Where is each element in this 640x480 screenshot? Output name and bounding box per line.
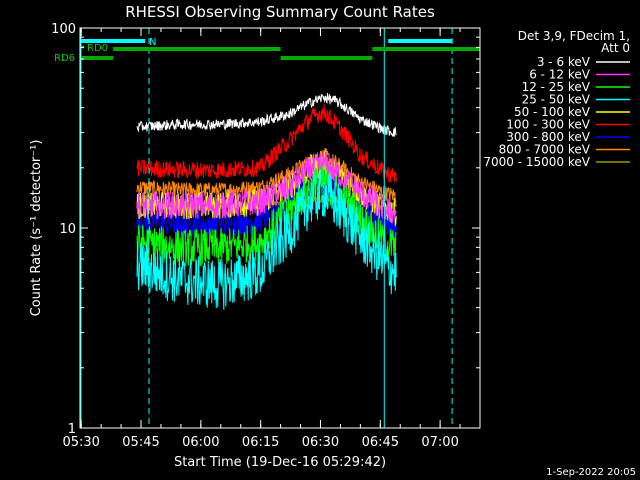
axes: 05:30 05:45 06:00 06:15 06:30 06:45 07:00 1 10 10… [51, 22, 481, 450]
legend-header-line2: Att 0 [601, 41, 630, 55]
series-line [136, 151, 397, 223]
legend-entry-label: 25 - 50 keV [522, 93, 591, 107]
x-tick-label: 05:30 [62, 435, 99, 450]
x-tick-label: 06:30 [302, 435, 339, 450]
x-tick-label: 05:45 [122, 435, 159, 450]
series-line [136, 103, 397, 183]
status-bar-segment [388, 39, 453, 43]
footer-date: 1-Sep-2022 20:05 [546, 467, 636, 478]
series-line [136, 93, 397, 137]
legend-entry-label: 300 - 800 keV [506, 130, 590, 144]
status-label-rd0: RD0 [87, 43, 108, 54]
series-line [136, 169, 397, 310]
status-bars: N RD0 RD6 [54, 37, 480, 64]
y-tick-label: 1 [68, 422, 76, 437]
x-tick-label: 06:00 [182, 435, 219, 450]
status-bar-segment [113, 47, 281, 51]
series-line [136, 164, 397, 241]
status-bar-segment [372, 47, 480, 51]
y-tick-label: 100 [51, 22, 76, 37]
status-label-rd6: RD6 [54, 53, 75, 64]
series-traces [136, 93, 397, 310]
y-tick-label: 10 [59, 222, 76, 237]
series-line [136, 148, 397, 203]
legend-entry-label: 800 - 7000 keV [499, 143, 591, 157]
x-tick-label: 06:45 [362, 435, 399, 450]
legend-entry-label: 3 - 6 keV [537, 55, 591, 69]
legend-entry-label: 50 - 100 keV [514, 105, 591, 119]
status-bar-segment [81, 56, 114, 60]
legend-header-line1: Det 3,9, FDecim 1, [518, 29, 630, 43]
legend-entry-label: 100 - 300 keV [506, 118, 590, 132]
legend-entry-label: 7000 - 15000 keV [483, 155, 590, 169]
x-tick-label: 06:15 [242, 435, 279, 450]
legend-entry-label: 12 - 25 keV [522, 80, 591, 94]
status-label-n: N [149, 37, 156, 48]
x-axis-label: Start Time (19-Dec-16 05:29:42) [174, 455, 386, 470]
legend-entry-label: 6 - 12 keV [529, 68, 591, 82]
x-tick-label: 07:00 [421, 435, 458, 450]
chart-title: RHESSI Observing Summary Count Rates [125, 3, 435, 21]
status-bar-segment [81, 39, 146, 43]
status-bar-segment [280, 56, 373, 60]
y-axis-label: Count Rate (s⁻¹ detector⁻¹) [29, 140, 44, 317]
